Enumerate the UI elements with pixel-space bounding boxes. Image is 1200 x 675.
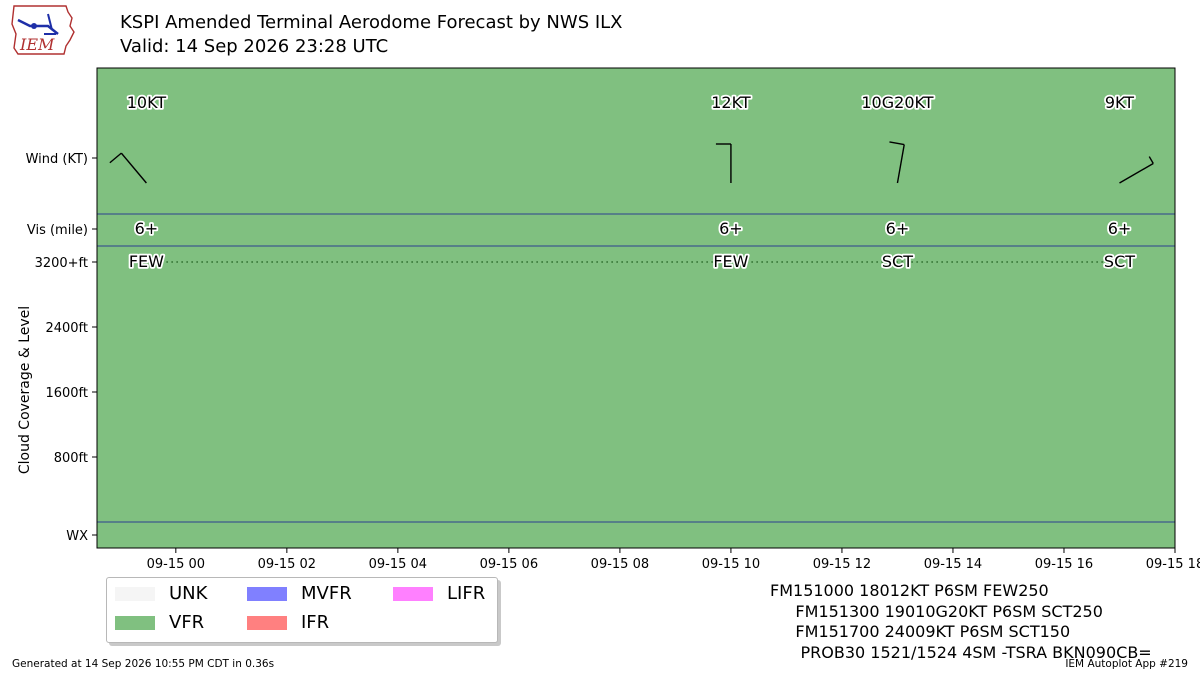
y-label-cloud: 2400ft — [45, 321, 88, 336]
y-label-cloud: 3200+ft — [35, 256, 88, 271]
wind-speed-label: 12KT — [711, 93, 751, 112]
taf-line: FM151000 18012KT P6SM FEW250 — [770, 581, 1049, 600]
y-label-cloud: 800ft — [54, 451, 88, 466]
wind-barb-staff — [896, 144, 905, 184]
legend-label: LIFR — [447, 583, 486, 604]
legend: UNK VFR MVFR IFR LIFR — [106, 577, 498, 643]
x-tick-label: 09-15 16 — [1035, 557, 1093, 572]
legend-swatch — [247, 587, 287, 601]
taf-raw-text: FM151000 18012KT P6SM FEW250 FM151300 19… — [770, 581, 1152, 663]
legend-label: UNK — [169, 583, 208, 604]
x-tick-label: 09-15 08 — [591, 557, 649, 572]
legend-label: IFR — [301, 612, 330, 633]
wind-speed-label: 10G20KT — [861, 93, 933, 112]
visibility-label: 6+ — [135, 219, 159, 238]
x-tick-label: 09-15 06 — [480, 557, 538, 572]
y-label-wx: WX — [66, 529, 88, 544]
y-label-wind: Wind (KT) — [26, 152, 88, 167]
visibility-label: 6+ — [719, 219, 743, 238]
taf-line: FM151700 24009KT P6SM SCT150 — [770, 622, 1071, 641]
taf-line: FM151300 19010G20KT P6SM SCT250 — [770, 601, 1103, 621]
x-tick-label: 09-15 00 — [147, 557, 205, 572]
chart-title: KSPI Amended Terminal Aerodome Forecast … — [120, 12, 623, 33]
legend-label: VFR — [169, 612, 205, 633]
wind-barb — [889, 141, 905, 184]
x-tick-label: 09-15 18 — [1146, 557, 1200, 572]
wind-barb-staff — [1119, 162, 1154, 184]
wind-barb-flag — [889, 141, 905, 146]
app-label: IEM Autoplot App #219 — [1065, 658, 1188, 670]
x-tick-label: 09-15 12 — [813, 557, 871, 572]
legend-swatch — [115, 587, 155, 601]
cloud-cover-label: FEW — [129, 252, 164, 271]
visibility-label: 6+ — [1108, 219, 1132, 238]
wind-barb — [109, 152, 147, 184]
x-tick-label: 09-15 04 — [369, 557, 427, 572]
generated-timestamp: Generated at 14 Sep 2026 10:55 PM CDT in… — [12, 658, 275, 670]
cloud-cover-label: FEW — [713, 252, 748, 271]
wind-barb-flag — [109, 152, 122, 164]
y-label-vis: Vis (mile) — [27, 223, 88, 238]
wind-barb-staff — [120, 152, 147, 184]
chart-subtitle: Valid: 14 Sep 2026 23:28 UTC — [120, 36, 389, 57]
x-tick-label: 09-15 14 — [924, 557, 982, 572]
taf-line: PROB30 1521/1524 4SM -TSRA BKN090CB= — [770, 642, 1152, 662]
cloud-cover-label: SCT — [1104, 252, 1135, 271]
y-label-cloud: 1600ft — [45, 386, 88, 401]
wind-speed-label: 10KT — [127, 93, 167, 112]
iem-logo: IEM — [11, 5, 75, 55]
plot-area-vfr — [97, 68, 1175, 548]
legend-label: MVFR — [301, 583, 352, 604]
x-tick-label: 09-15 02 — [258, 557, 316, 572]
wind-barb — [1119, 156, 1154, 184]
legend-swatch — [247, 616, 287, 630]
logo-text: IEM — [19, 35, 55, 54]
y-axis-label: Cloud Coverage & Level — [17, 306, 33, 474]
legend-swatch — [115, 616, 155, 630]
legend-swatch — [393, 587, 433, 601]
wind-speed-label: 9KT — [1105, 93, 1134, 112]
visibility-label: 6+ — [886, 219, 910, 238]
wind-barb — [715, 143, 732, 183]
wind-barb-flag — [1148, 156, 1154, 164]
x-tick-label: 09-15 10 — [702, 557, 760, 572]
cloud-cover-label: SCT — [882, 252, 913, 271]
